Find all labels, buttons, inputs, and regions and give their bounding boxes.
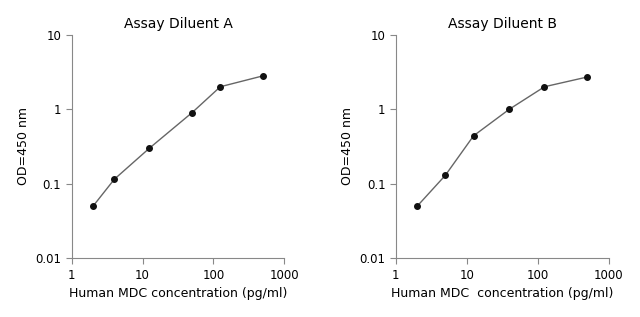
Y-axis label: OD=450 nm: OD=450 nm <box>341 107 354 185</box>
X-axis label: Human MDC  concentration (pg/ml): Human MDC concentration (pg/ml) <box>391 287 613 300</box>
Title: Assay Diluent A: Assay Diluent A <box>124 17 232 31</box>
Title: Assay Diluent B: Assay Diluent B <box>447 17 557 31</box>
X-axis label: Human MDC concentration (pg/ml): Human MDC concentration (pg/ml) <box>69 287 287 300</box>
Y-axis label: OD=450 nm: OD=450 nm <box>17 107 29 185</box>
